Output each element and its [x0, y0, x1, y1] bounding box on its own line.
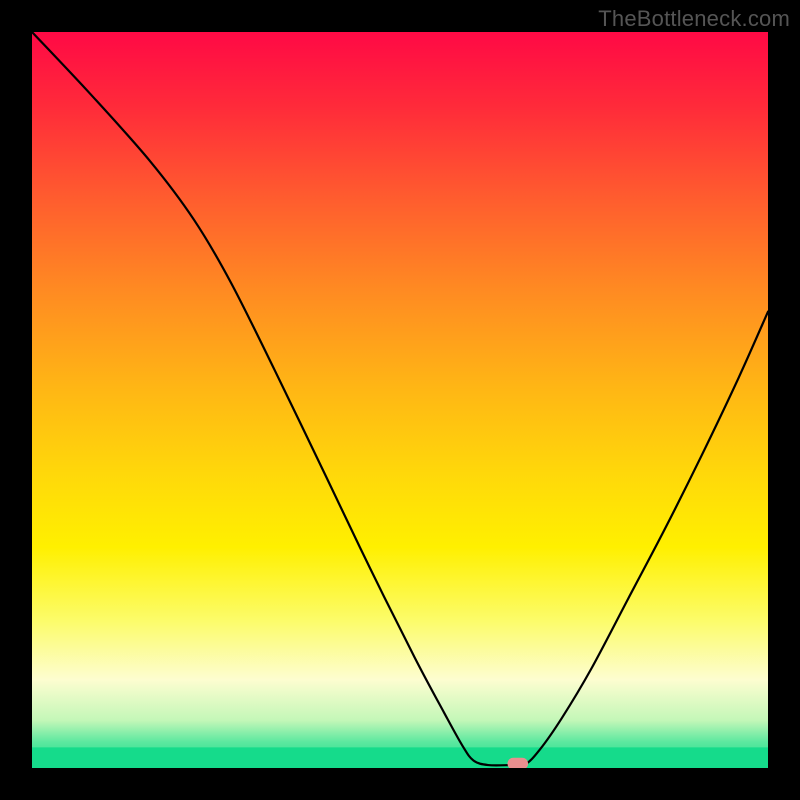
bottleneck-curve-chart [32, 32, 768, 768]
watermark-text: TheBottleneck.com [598, 6, 790, 32]
chart-frame: TheBottleneck.com [0, 0, 800, 800]
